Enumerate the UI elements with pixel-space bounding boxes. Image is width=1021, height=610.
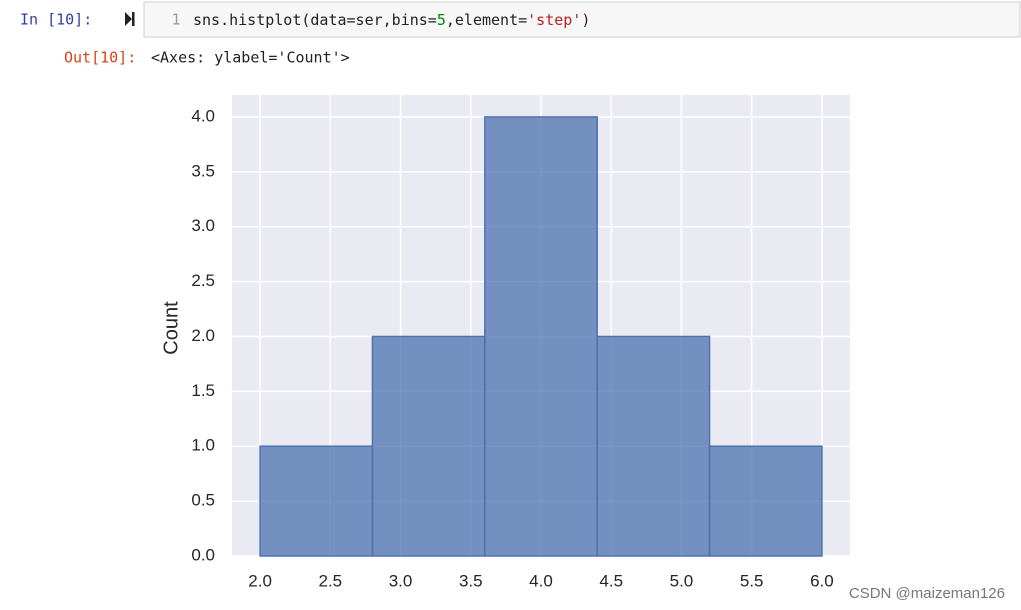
- watermark: CSDN @maizeman126: [849, 585, 1005, 602]
- x-tick-label: 3.5: [459, 571, 483, 590]
- code-token: 5: [437, 11, 446, 29]
- output-text: <Axes: ylabel='Count'>: [151, 49, 350, 67]
- x-tick-label: 4.0: [529, 571, 553, 590]
- x-tick-label: 3.0: [389, 571, 413, 590]
- bar: [371, 335, 486, 557]
- code-token: 'step': [527, 11, 581, 29]
- out-prompt: Out[10]:: [64, 49, 136, 67]
- chart: 0.0 0.5 1.0 1.5 2.0 2.5 3.0 3.5 4.0 2.0 2.5 3.0 3.5 4…: [191, 95, 850, 590]
- y-tick-label: 2.0: [191, 326, 215, 345]
- bar: [596, 335, 711, 557]
- x-tick-label: 2.0: [248, 571, 272, 590]
- code-token: ): [581, 11, 590, 29]
- y-tick-label: 1.0: [191, 436, 215, 455]
- bar: [484, 116, 598, 557]
- x-tick-label: 2.5: [318, 571, 342, 590]
- in-prompt: In [10]:: [20, 11, 92, 29]
- code-token: ,element=: [446, 11, 527, 29]
- y-tick-label: 1.5: [191, 381, 215, 400]
- x-tick-label: 6.0: [810, 571, 834, 590]
- bar: [708, 445, 823, 557]
- code-cell[interactable]: [143, 1, 1021, 38]
- y-tick-label: 4.0: [191, 106, 215, 125]
- run-button[interactable]: [125, 12, 135, 26]
- code: sns.histplot(data=ser,bins=5,element='st…: [193, 11, 590, 29]
- x-tick-label: 4.5: [599, 571, 623, 590]
- y-tick-label: 3.0: [191, 216, 215, 235]
- x-tick-label: 5.5: [740, 571, 764, 590]
- y-tick-label: 0.0: [191, 545, 215, 564]
- code-token: sns.histplot(data=ser,bins=: [193, 11, 437, 29]
- bar: [259, 445, 374, 557]
- y-tick-label: 3.5: [191, 161, 215, 180]
- x-tick-label: 5.0: [670, 571, 694, 590]
- y-axis-label: Count: [160, 301, 182, 355]
- y-tick-label: 0.5: [191, 491, 215, 510]
- line-number: 1: [171, 11, 180, 29]
- y-tick-label: 2.5: [191, 271, 215, 290]
